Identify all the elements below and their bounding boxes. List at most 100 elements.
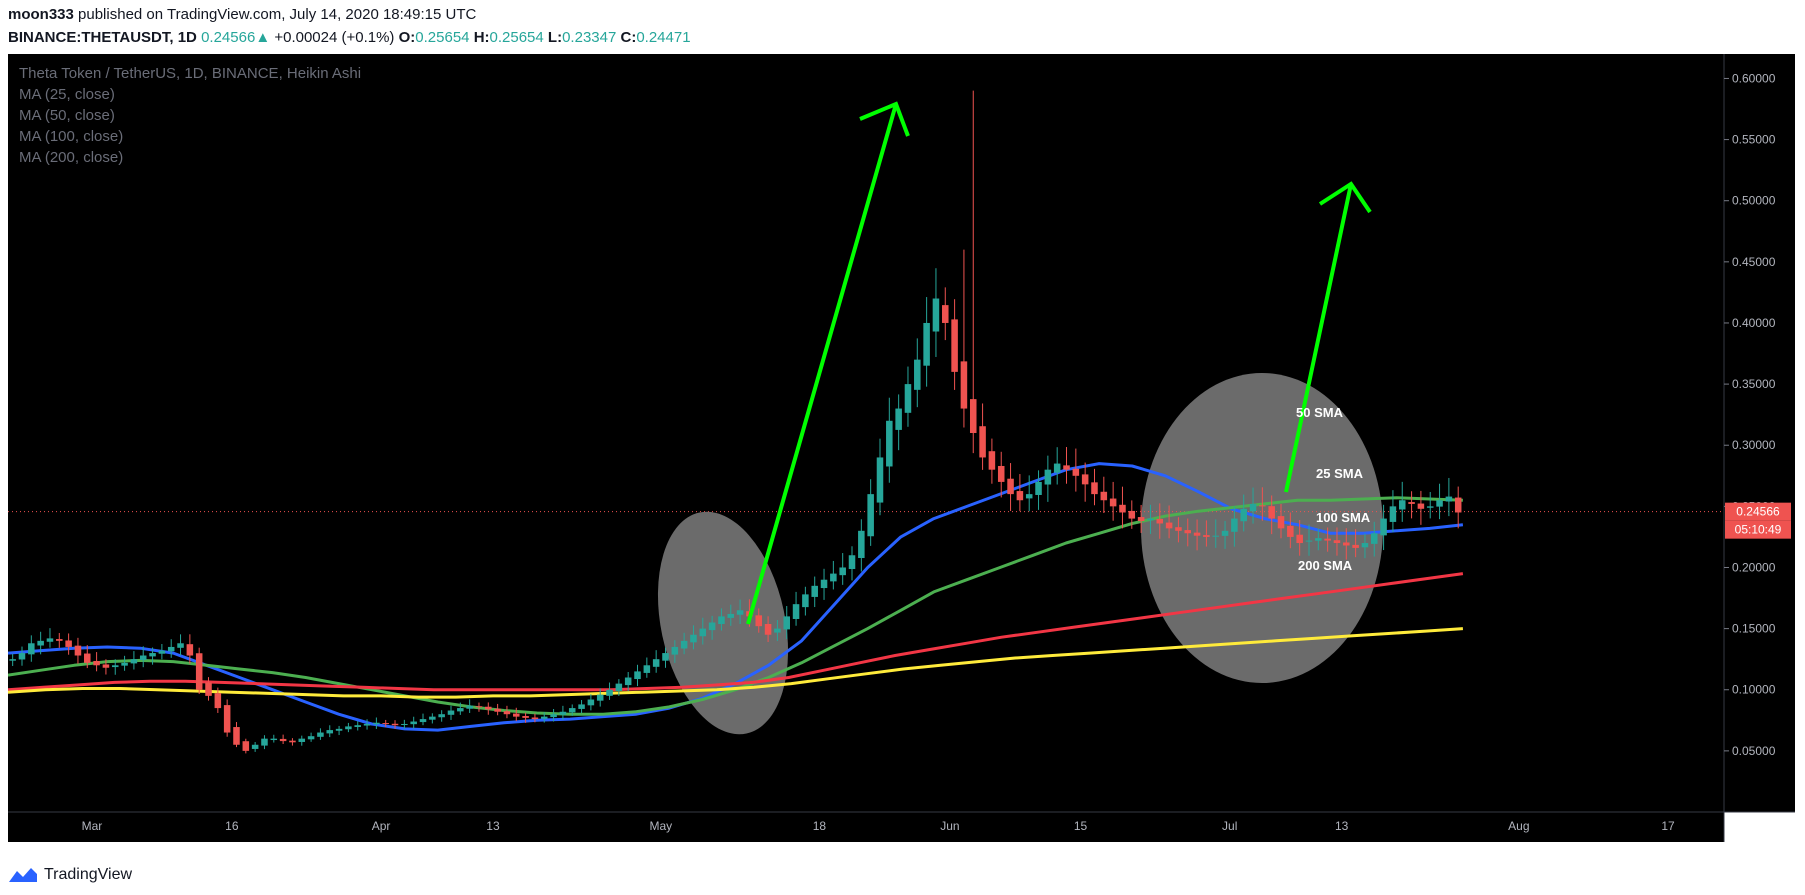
candle-body — [960, 361, 968, 409]
candle-body — [839, 567, 846, 576]
candle-body — [1436, 500, 1443, 507]
candle-body — [969, 399, 977, 433]
candle-body — [1109, 498, 1117, 507]
candle-body — [177, 643, 184, 648]
candle-body — [718, 616, 725, 625]
candle-body — [755, 615, 763, 627]
candle-body — [848, 555, 856, 570]
candle-body — [475, 706, 483, 708]
candle-body — [130, 659, 138, 664]
candle-body — [242, 741, 250, 751]
candle-body — [223, 705, 231, 733]
price-axis[interactable] — [1724, 54, 1795, 812]
x-tick-label: 16 — [225, 819, 239, 833]
candle-body — [1445, 496, 1453, 502]
candle-body — [457, 708, 464, 712]
time-axis[interactable] — [8, 812, 1724, 842]
candle-body — [167, 646, 175, 652]
candle-body — [1259, 505, 1266, 507]
candle-body — [540, 716, 548, 719]
candle-body — [1119, 504, 1126, 513]
candle-body — [401, 723, 408, 725]
candle-body — [1128, 510, 1136, 519]
y-tick-label: 0.10000 — [1732, 683, 1776, 697]
candle-body — [1324, 538, 1331, 541]
candle-body — [923, 322, 930, 366]
price-change: +0.00024 (+0.1%) — [274, 29, 395, 46]
trend-arrow-1 — [746, 103, 898, 625]
candle-body — [830, 573, 837, 582]
y-tick-label: 0.05000 — [1732, 744, 1776, 758]
candle-body — [345, 726, 352, 730]
annotation-25-sma: 25 SMA — [1316, 466, 1364, 481]
candle-body — [690, 634, 697, 643]
price-chart[interactable]: 0.60000 0.55000 0.50000 0.45000 0.40000 0.350… — [8, 54, 1795, 854]
trend-arrow-2-head — [1318, 181, 1372, 214]
candle-body — [774, 628, 781, 633]
candle-body — [1184, 530, 1192, 534]
change-up-arrow-icon: ▲ — [255, 29, 271, 46]
author-name[interactable]: moon333 — [8, 6, 74, 23]
candle-body — [708, 622, 716, 631]
candle-body — [102, 664, 110, 668]
candle-body — [951, 319, 958, 372]
candle-body — [932, 298, 940, 332]
candle-body — [149, 653, 156, 657]
candle-body — [559, 711, 567, 715]
x-tick-label: 15 — [1074, 819, 1088, 833]
candle-body — [373, 722, 380, 725]
candle-body — [867, 494, 874, 537]
candle-body — [568, 708, 576, 713]
legend-ma50[interactable]: MA (50, close) — [19, 107, 115, 124]
close-value: 0.24471 — [636, 29, 691, 46]
x-tick-label: Jun — [940, 819, 959, 833]
candle-body — [93, 660, 100, 666]
footer-brand[interactable]: TradingView — [8, 862, 132, 888]
candle-body — [298, 738, 306, 742]
candle-body — [214, 693, 222, 709]
candle-body — [139, 655, 147, 661]
candle-body — [1315, 538, 1322, 541]
candle-body — [1175, 527, 1182, 531]
candle-body — [158, 650, 166, 654]
x-tick-label: May — [649, 819, 672, 833]
chart-legend-title[interactable]: Theta Token / TetherUS, 1D, BINANCE, Hei… — [19, 65, 362, 82]
candle-body — [578, 704, 585, 709]
plot-area[interactable] — [8, 54, 1724, 812]
candle-body — [634, 671, 641, 680]
ma-line-4 — [8, 627, 1464, 699]
candle-body — [876, 457, 884, 503]
candle-body — [1165, 522, 1173, 529]
last-price-tag — [1725, 502, 1791, 521]
candle-body — [1454, 497, 1462, 513]
y-tick-label: 0.40000 — [1732, 316, 1776, 330]
legend-ma100[interactable]: MA (100, close) — [19, 128, 124, 145]
candle-body — [56, 639, 63, 641]
candle-body — [447, 710, 455, 715]
candle-body — [680, 640, 688, 649]
candle-body — [820, 579, 828, 589]
candle-body — [326, 730, 334, 734]
candle-body — [233, 727, 240, 745]
candle-body — [186, 644, 194, 656]
y-tick-label: 0.55000 — [1732, 133, 1776, 147]
candle-body — [307, 736, 315, 740]
candle-body — [363, 723, 371, 726]
candle-body — [1371, 533, 1378, 544]
highlight-ellipse-july — [1141, 373, 1383, 683]
legend-ma200[interactable]: MA (200, close) — [19, 149, 124, 166]
candle-body — [1352, 544, 1359, 548]
y-tick-label: 0.45000 — [1732, 255, 1776, 269]
candle-body — [886, 420, 893, 467]
candle-body — [1063, 465, 1070, 470]
close-label: C: — [620, 29, 637, 46]
candle-body — [1268, 506, 1275, 519]
symbol-name[interactable]: BINANCE:THETAUSDT, 1D — [8, 29, 197, 46]
legend-ma25[interactable]: MA (25, close) — [19, 86, 115, 103]
candle-body — [671, 646, 679, 655]
candle-body — [606, 689, 613, 696]
last-price: 0.24566 — [201, 29, 256, 46]
candle-body — [652, 659, 660, 667]
candle-body — [858, 530, 865, 559]
candle-body — [1296, 534, 1303, 544]
